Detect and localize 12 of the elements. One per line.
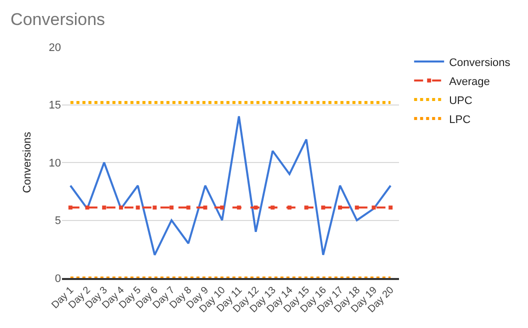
chart-title: Conversions [10, 10, 106, 30]
y-tick-label: 15 [48, 100, 61, 112]
y-tick-label: 0 [54, 272, 61, 285]
y-axis-title: Conversions [21, 131, 34, 194]
legend-label: Conversions [449, 56, 511, 69]
y-tick-label: 10 [48, 157, 61, 170]
line-series [69, 115, 392, 256]
legend-label: LPC [449, 114, 471, 126]
y-tick-label: 5 [54, 215, 61, 228]
legend-label: Average [449, 76, 490, 88]
y-tick-label: 20 [48, 42, 61, 54]
legend-label: UPC [449, 94, 472, 107]
